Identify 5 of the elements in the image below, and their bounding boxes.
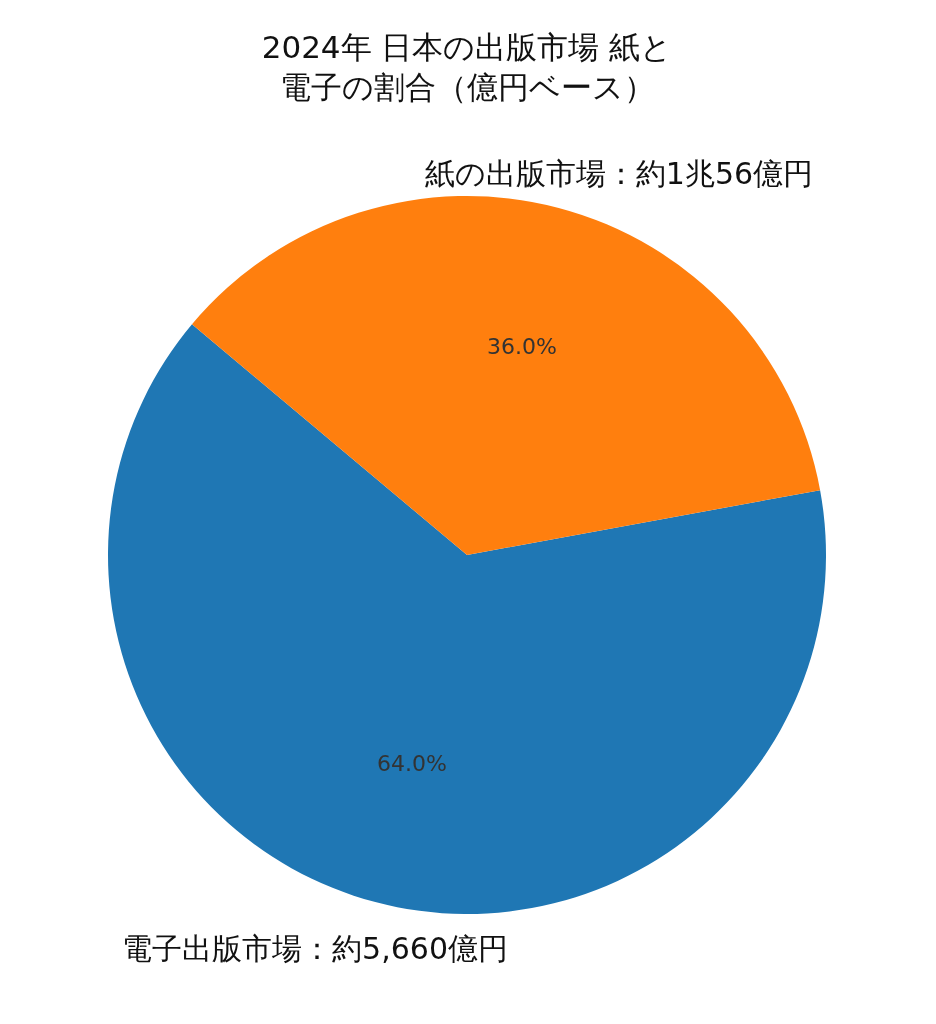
chart-title: 2024年 日本の出版市場 紙と電子の割合（億円ベース） [261,29,673,105]
data-label: 36.0% [487,334,557,360]
slice-label: 紙の出版市場：約1兆56億円 [424,155,814,191]
data-label: 64.0% [377,750,447,776]
slice-label: 電子出版市場：約5,660億円 [122,931,508,967]
